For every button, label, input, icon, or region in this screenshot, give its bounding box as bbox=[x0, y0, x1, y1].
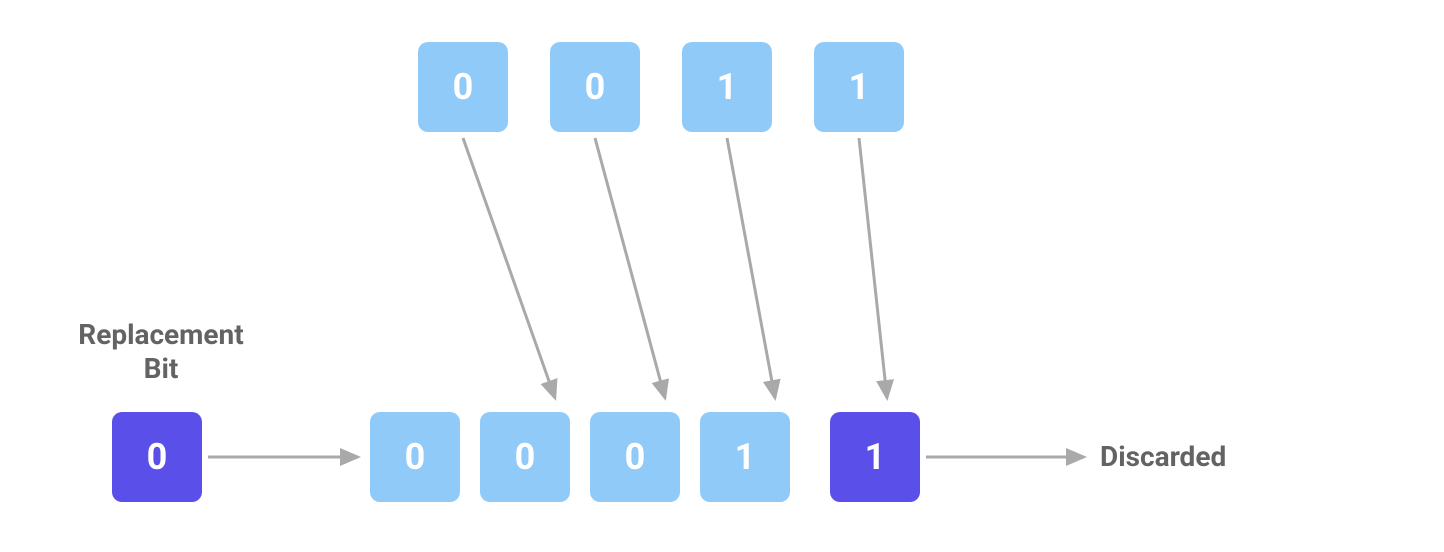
top-bit-0: 0 bbox=[418, 42, 508, 132]
bottom-bit-1: 0 bbox=[480, 412, 570, 502]
replacement-bit-box: 0 bbox=[112, 412, 202, 502]
top-bit-2: 1 bbox=[682, 42, 772, 132]
discarded-label: Discarded bbox=[1100, 440, 1226, 474]
diagonal-arrow-2 bbox=[727, 138, 775, 398]
top-bit-1: 0 bbox=[550, 42, 640, 132]
bottom-bit-0: 0 bbox=[370, 412, 460, 502]
diagonal-arrow-3 bbox=[859, 138, 887, 398]
bottom-bit-3: 1 bbox=[700, 412, 790, 502]
bottom-bit-2: 0 bbox=[590, 412, 680, 502]
replacement-bit-label-line1: Replacement bbox=[78, 318, 243, 351]
diagonal-arrow-1 bbox=[595, 138, 665, 398]
replacement-bit-label: Replacement Bit bbox=[66, 318, 256, 385]
replacement-bit-label-line2: Bit bbox=[144, 352, 179, 385]
bottom-bit-4: 1 bbox=[830, 412, 920, 502]
diagonal-arrow-0 bbox=[463, 138, 555, 398]
top-bit-3: 1 bbox=[814, 42, 904, 132]
